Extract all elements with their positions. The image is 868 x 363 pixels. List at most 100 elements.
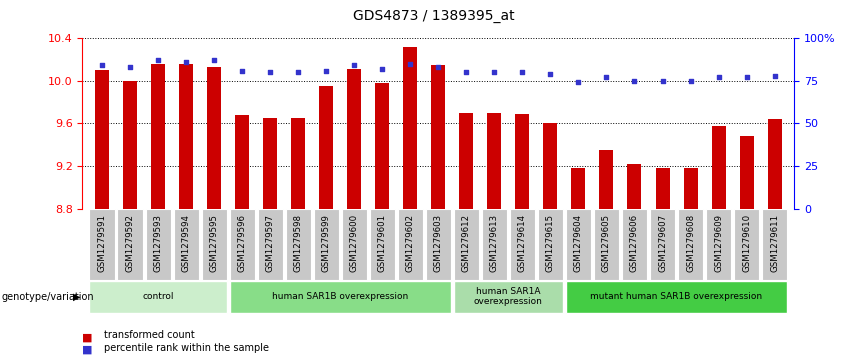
Point xyxy=(404,61,418,67)
Point xyxy=(431,64,445,70)
Bar xyxy=(431,65,445,209)
Point xyxy=(740,74,753,80)
Bar xyxy=(454,209,479,280)
Bar xyxy=(538,209,563,280)
Bar xyxy=(510,209,535,280)
Bar xyxy=(628,164,641,209)
Text: GSM1279611: GSM1279611 xyxy=(770,214,779,272)
Bar xyxy=(263,118,277,209)
Bar xyxy=(375,83,390,209)
Point xyxy=(292,69,306,75)
Text: human SAR1B overexpression: human SAR1B overexpression xyxy=(273,292,408,301)
Bar xyxy=(89,281,227,313)
Point xyxy=(600,74,614,80)
Point xyxy=(767,73,781,78)
Bar xyxy=(207,67,221,209)
Point xyxy=(179,59,193,65)
Bar xyxy=(594,209,619,280)
Text: GSM1279614: GSM1279614 xyxy=(518,214,527,272)
Bar xyxy=(767,119,781,209)
Bar xyxy=(151,64,165,209)
Bar xyxy=(566,281,787,313)
Text: GSM1279606: GSM1279606 xyxy=(630,214,639,272)
Bar xyxy=(482,209,507,280)
Text: GSM1279603: GSM1279603 xyxy=(434,214,443,272)
Bar xyxy=(347,69,361,209)
Point xyxy=(571,79,585,85)
Point xyxy=(123,64,137,70)
Bar xyxy=(146,209,171,280)
Text: ▶: ▶ xyxy=(73,292,80,302)
Bar xyxy=(370,209,395,280)
Bar xyxy=(89,209,115,280)
Bar xyxy=(95,70,109,209)
Bar xyxy=(712,126,726,209)
Bar xyxy=(571,168,585,209)
Text: GSM1279595: GSM1279595 xyxy=(210,214,219,272)
Bar xyxy=(404,47,418,209)
Point xyxy=(95,62,109,68)
Point xyxy=(543,71,557,77)
Bar xyxy=(650,209,675,280)
Bar xyxy=(600,150,614,209)
Point xyxy=(319,68,333,73)
Bar xyxy=(543,123,557,209)
Point xyxy=(235,68,249,73)
Bar xyxy=(566,209,591,280)
Text: mutant human SAR1B overexpression: mutant human SAR1B overexpression xyxy=(590,292,763,301)
Text: GSM1279600: GSM1279600 xyxy=(350,214,358,272)
Bar xyxy=(487,113,502,209)
Text: GSM1279596: GSM1279596 xyxy=(238,214,247,272)
Text: GSM1279607: GSM1279607 xyxy=(658,214,667,272)
Text: human SAR1A
overexpression: human SAR1A overexpression xyxy=(474,287,542,306)
Bar xyxy=(621,209,648,280)
Bar xyxy=(655,168,669,209)
Text: GSM1279599: GSM1279599 xyxy=(322,214,331,272)
Bar xyxy=(235,115,249,209)
Point xyxy=(488,69,502,75)
Bar xyxy=(342,209,367,280)
Text: control: control xyxy=(142,292,174,301)
Bar xyxy=(706,209,731,280)
Point xyxy=(628,78,641,83)
Text: GSM1279601: GSM1279601 xyxy=(378,214,387,272)
Bar xyxy=(258,209,283,280)
Text: GSM1279604: GSM1279604 xyxy=(574,214,583,272)
Point xyxy=(375,66,389,72)
Text: GSM1279608: GSM1279608 xyxy=(686,214,695,272)
Bar xyxy=(201,209,227,280)
Bar xyxy=(313,209,339,280)
Text: GSM1279592: GSM1279592 xyxy=(126,214,135,272)
Text: GSM1279598: GSM1279598 xyxy=(293,214,303,272)
Point xyxy=(459,69,473,75)
Bar xyxy=(117,209,142,280)
Bar xyxy=(229,281,451,313)
Point xyxy=(516,69,529,75)
Bar xyxy=(179,64,194,209)
Text: transformed count: transformed count xyxy=(104,330,195,340)
Bar xyxy=(319,86,333,209)
Bar xyxy=(459,113,473,209)
Bar xyxy=(123,81,137,209)
Point xyxy=(347,62,361,68)
Bar xyxy=(762,209,787,280)
Text: GSM1279593: GSM1279593 xyxy=(154,214,162,272)
Bar xyxy=(740,136,753,209)
Text: GSM1279597: GSM1279597 xyxy=(266,214,274,272)
Text: GSM1279609: GSM1279609 xyxy=(714,214,723,272)
Point xyxy=(263,69,277,75)
Text: GSM1279594: GSM1279594 xyxy=(181,214,191,272)
Bar xyxy=(678,209,703,280)
Bar xyxy=(734,209,760,280)
Text: percentile rank within the sample: percentile rank within the sample xyxy=(104,343,269,353)
Bar xyxy=(454,281,563,313)
Bar xyxy=(292,118,306,209)
Point xyxy=(655,78,669,83)
Text: GSM1279613: GSM1279613 xyxy=(490,214,499,272)
Text: GSM1279610: GSM1279610 xyxy=(742,214,751,272)
Point xyxy=(684,78,698,83)
Text: GSM1279612: GSM1279612 xyxy=(462,214,470,272)
Bar xyxy=(286,209,311,280)
Bar xyxy=(398,209,423,280)
Text: GSM1279605: GSM1279605 xyxy=(602,214,611,272)
